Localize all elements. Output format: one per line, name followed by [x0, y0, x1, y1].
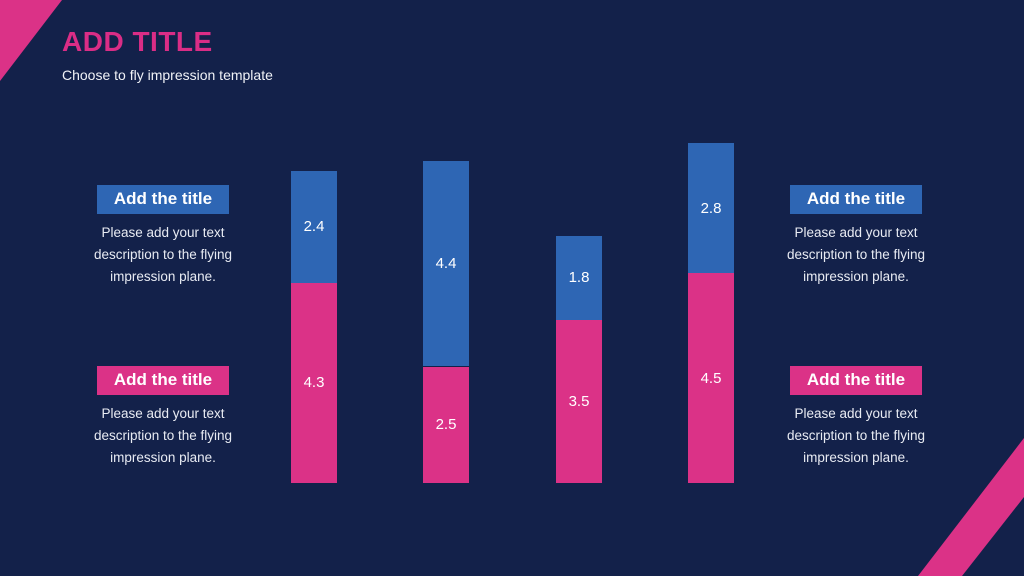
bar-segment-top: 2.4 — [291, 170, 337, 283]
bar-segment-bottom: 4.3 — [291, 282, 337, 483]
block-description: Please add your text description to the … — [786, 406, 926, 465]
title-badge: Add the title — [97, 366, 229, 395]
block-description: Please add your text description to the … — [93, 406, 233, 465]
bar-segment-top: 4.4 — [423, 161, 469, 367]
bar-value-label: 4.3 — [303, 374, 325, 392]
bar-segment-top: 1.8 — [556, 236, 602, 320]
page-subtitle: Choose to fly impression template — [62, 67, 273, 83]
bar-value-label: 4.5 — [700, 369, 722, 387]
block-description: Please add your text description to the … — [93, 225, 233, 284]
bar-value-label: 3.5 — [568, 392, 590, 410]
text-block-left-top: Add the title Please add your text descr… — [71, 185, 255, 288]
bar-segment-bottom: 2.5 — [423, 366, 469, 483]
title-badge: Add the title — [790, 185, 922, 214]
bar-value-label: 1.8 — [568, 269, 590, 287]
text-block-left-bottom: Add the title Please add your text descr… — [71, 366, 255, 469]
bar-value-label: 2.4 — [303, 218, 325, 236]
page-title: ADD TITLE — [62, 26, 213, 57]
text-block-right-top: Add the title Please add your text descr… — [764, 185, 948, 288]
title-badge: Add the title — [790, 366, 922, 395]
bar-value-label: 2.8 — [700, 199, 722, 217]
bar-value-label: 2.5 — [435, 416, 457, 434]
block-description: Please add your text description to the … — [786, 225, 926, 284]
title-badge: Add the title — [97, 185, 229, 214]
bar-value-label: 4.4 — [435, 255, 457, 273]
slide-header: ADD TITLE Choose to fly impression templ… — [62, 26, 273, 83]
text-block-right-bottom: Add the title Please add your text descr… — [764, 366, 948, 469]
bar-segment-bottom: 3.5 — [556, 319, 602, 483]
bar-segment-top: 2.8 — [688, 142, 734, 274]
bar-segment-bottom: 4.5 — [688, 273, 734, 483]
